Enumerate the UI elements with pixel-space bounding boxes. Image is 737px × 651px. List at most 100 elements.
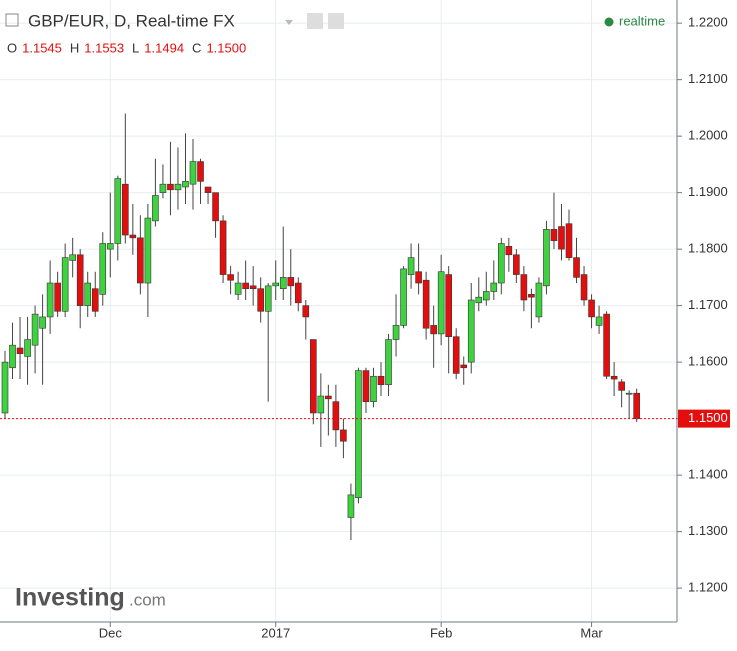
candle-body bbox=[445, 274, 452, 338]
candle-body bbox=[129, 234, 137, 239]
candle-body bbox=[272, 282, 280, 287]
candle-body bbox=[159, 183, 167, 193]
candle-body bbox=[340, 429, 347, 442]
y-tick-label: 1.1600 bbox=[688, 354, 728, 369]
candle-body bbox=[580, 274, 588, 301]
ohlc-header: O 1.1545 H 1.1553 L 1.1494 C 1.1500 bbox=[7, 40, 246, 55]
y-tick-label: 1.1400 bbox=[688, 467, 728, 482]
gear-icon[interactable] bbox=[328, 13, 344, 29]
candle-body bbox=[543, 229, 550, 287]
candle-body bbox=[61, 257, 69, 312]
candle-body bbox=[76, 254, 84, 306]
candle-body bbox=[197, 161, 204, 182]
dropdown-arrow[interactable] bbox=[285, 20, 293, 25]
candle-body bbox=[520, 274, 528, 301]
last-price-box bbox=[678, 409, 730, 428]
candle-body bbox=[227, 274, 234, 281]
candle-body bbox=[257, 288, 264, 312]
candle-body bbox=[347, 494, 355, 518]
y-tick-label: 1.1900 bbox=[688, 184, 728, 199]
y-tick-label: 1.2100 bbox=[688, 71, 728, 86]
candle-body bbox=[332, 401, 340, 431]
candle-body bbox=[167, 183, 174, 191]
y-tick-label: 1.1800 bbox=[688, 241, 728, 256]
status-dot bbox=[604, 17, 614, 27]
candle-body bbox=[84, 282, 92, 306]
candle-body bbox=[114, 178, 122, 244]
candle-body bbox=[91, 288, 99, 312]
candle-body bbox=[152, 195, 159, 222]
candle-body bbox=[528, 294, 535, 298]
candle-body bbox=[625, 392, 633, 395]
candle-body bbox=[294, 282, 302, 304]
logo: Investing bbox=[15, 584, 125, 612]
candle-body bbox=[565, 223, 573, 258]
candle-body bbox=[287, 277, 295, 287]
candle-body bbox=[9, 344, 16, 369]
candle-body bbox=[69, 254, 76, 261]
candle-body bbox=[204, 186, 212, 193]
candle-body bbox=[54, 282, 61, 312]
candle-body bbox=[377, 375, 385, 386]
ohlc-value: 1.1545 bbox=[22, 40, 62, 55]
chart-title: GBP/EUR, D, Real-time FX bbox=[28, 11, 235, 30]
candle-body bbox=[242, 282, 249, 289]
candle-body bbox=[370, 375, 377, 402]
candle-body bbox=[302, 305, 310, 318]
candle-body bbox=[212, 192, 219, 222]
candle-body bbox=[573, 257, 580, 278]
candle-body bbox=[513, 254, 520, 275]
status: realtime bbox=[619, 13, 665, 28]
candle-body bbox=[219, 220, 227, 275]
x-tick-label: 2017 bbox=[261, 625, 290, 640]
candle-body bbox=[99, 243, 107, 295]
ohlc-key: L bbox=[132, 40, 139, 55]
x-tick-label: Dec bbox=[99, 625, 123, 640]
y-tick-label: 1.1300 bbox=[688, 523, 728, 538]
candle-body bbox=[603, 313, 610, 377]
candle-body bbox=[31, 313, 39, 346]
candle-body bbox=[558, 226, 565, 250]
candle-body bbox=[16, 347, 24, 354]
ohlc-key: H bbox=[70, 40, 79, 55]
candle-body bbox=[249, 285, 257, 289]
candle-body bbox=[279, 277, 287, 289]
candle-body bbox=[475, 296, 483, 304]
y-tick-label: 1.1200 bbox=[688, 580, 728, 595]
candle-body bbox=[460, 364, 468, 369]
ohlc-key: C bbox=[192, 40, 201, 55]
candle-body bbox=[1, 361, 9, 414]
candles bbox=[1, 113, 640, 541]
candle-body bbox=[174, 183, 182, 191]
candle-body bbox=[535, 282, 543, 318]
y-tick-label: 1.2200 bbox=[688, 15, 728, 30]
candle-body bbox=[422, 279, 430, 329]
candle-body bbox=[482, 291, 490, 301]
candle-body bbox=[385, 339, 392, 386]
settings-icon[interactable] bbox=[307, 13, 323, 29]
candle-body bbox=[452, 336, 460, 374]
y-tick-label: 1.1700 bbox=[688, 297, 728, 312]
candle-body bbox=[122, 183, 129, 236]
candle-body bbox=[437, 271, 445, 335]
candle-body bbox=[325, 395, 332, 400]
candle-body bbox=[310, 339, 317, 414]
candle-body bbox=[633, 392, 640, 419]
candle-body bbox=[264, 285, 272, 312]
candle-body bbox=[39, 316, 46, 329]
candle-body bbox=[137, 237, 144, 284]
candle-body bbox=[46, 282, 54, 318]
candle-body bbox=[430, 325, 437, 335]
candle-body bbox=[392, 325, 400, 340]
chart-icon[interactable] bbox=[5, 13, 19, 27]
x-tick-label: Mar bbox=[580, 625, 603, 640]
candle-body bbox=[144, 217, 152, 284]
candle-body bbox=[189, 161, 197, 185]
candle-body bbox=[24, 339, 31, 357]
candle-body bbox=[106, 243, 114, 250]
logo-suffix: .com bbox=[129, 590, 166, 609]
last-price-label: 1.1500 bbox=[688, 410, 728, 425]
ohlc-value: 1.1500 bbox=[206, 40, 246, 55]
